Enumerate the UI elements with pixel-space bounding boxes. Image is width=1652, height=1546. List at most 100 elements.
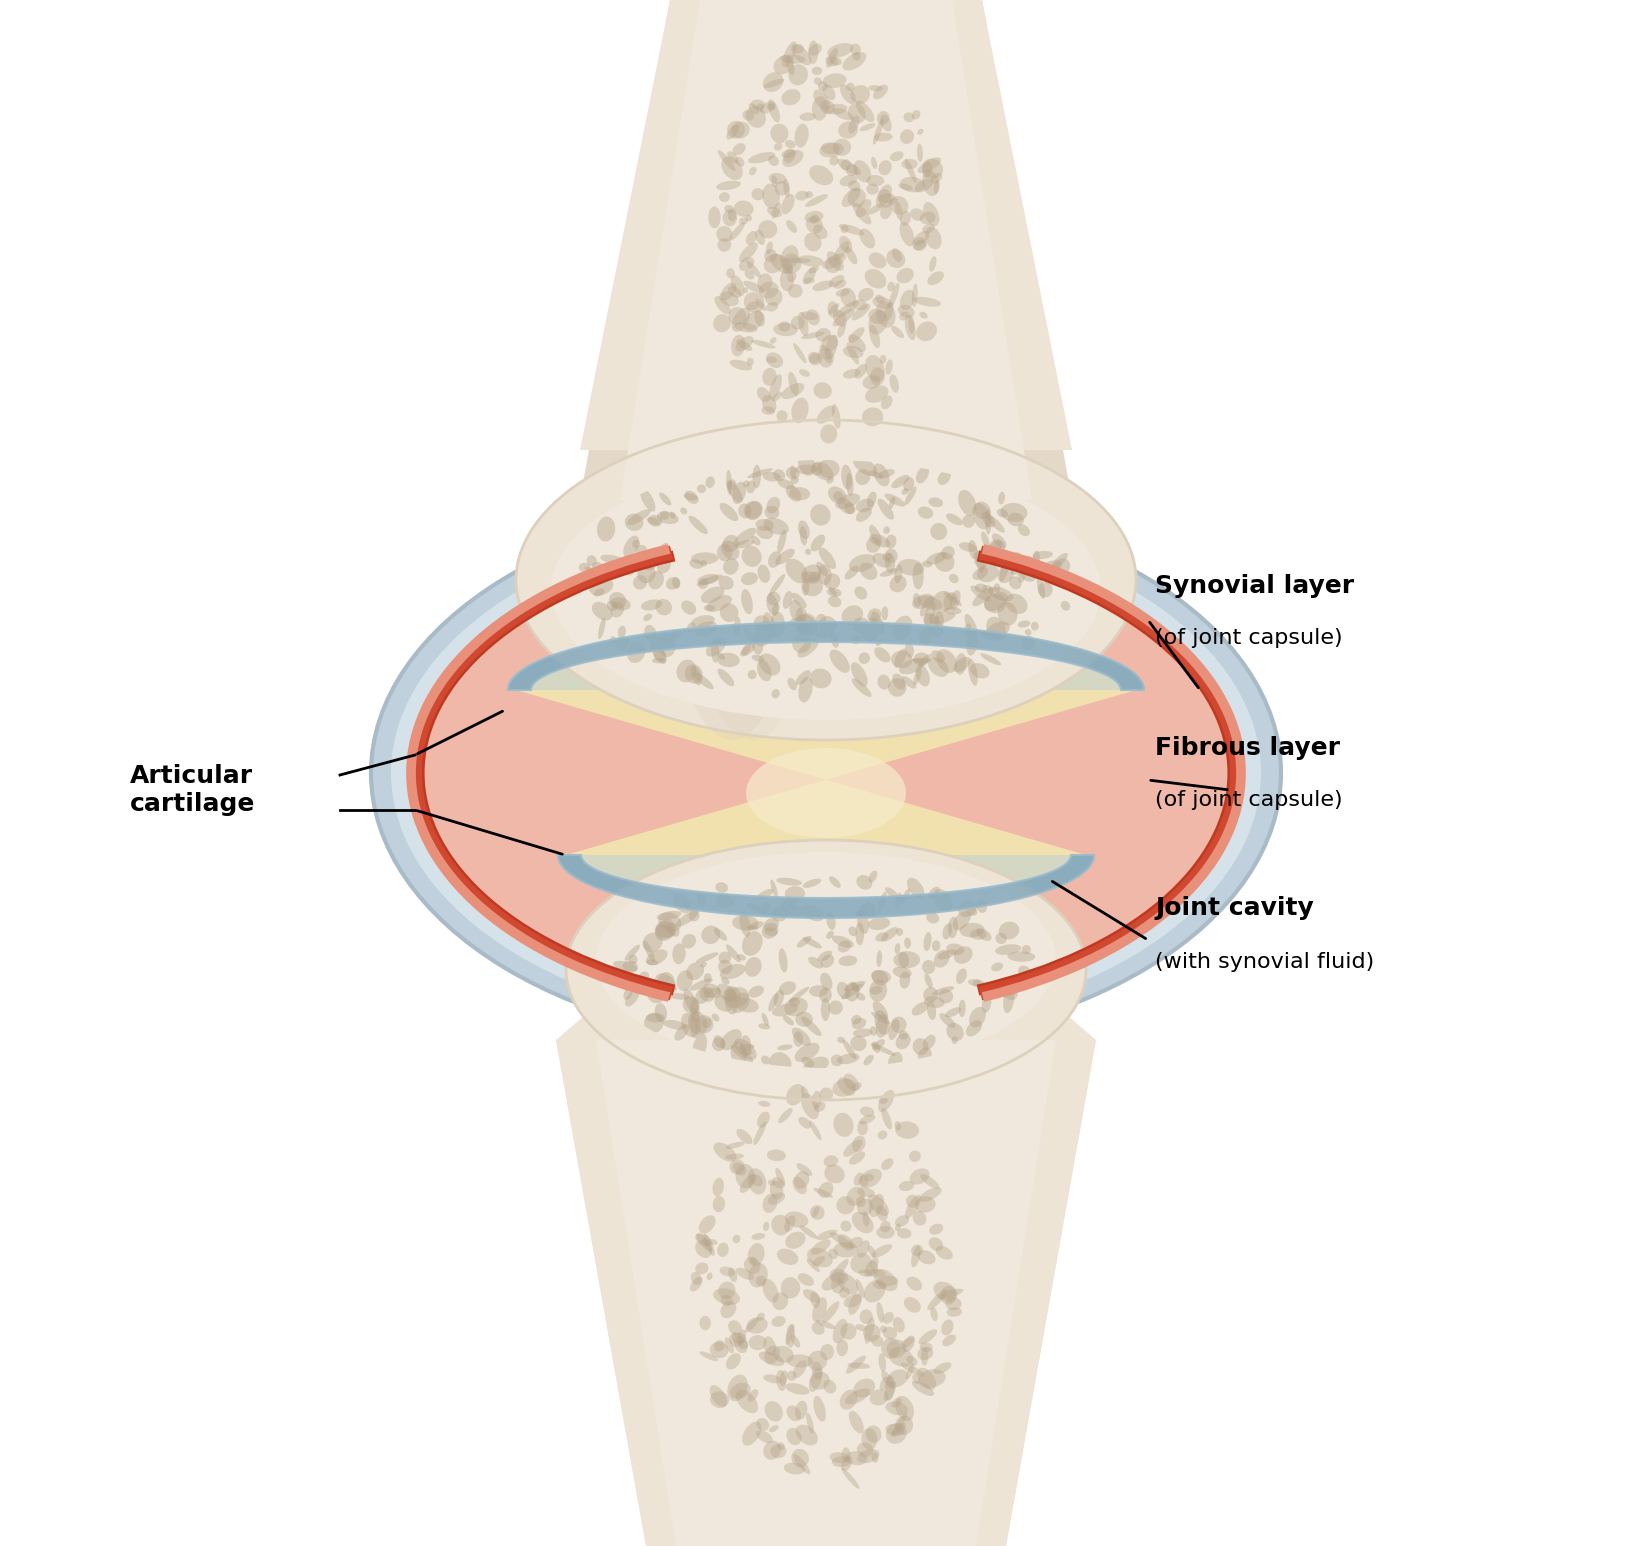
Ellipse shape: [747, 481, 755, 493]
Ellipse shape: [755, 280, 773, 289]
Ellipse shape: [755, 603, 768, 620]
Ellipse shape: [912, 657, 932, 663]
Ellipse shape: [882, 1098, 900, 1118]
Ellipse shape: [758, 564, 770, 583]
Ellipse shape: [923, 612, 943, 637]
Ellipse shape: [729, 547, 747, 564]
Ellipse shape: [849, 1411, 864, 1433]
Ellipse shape: [800, 693, 811, 705]
Ellipse shape: [793, 1455, 811, 1475]
Ellipse shape: [747, 1384, 757, 1391]
Ellipse shape: [874, 1260, 897, 1280]
Ellipse shape: [910, 507, 930, 527]
Ellipse shape: [867, 1121, 882, 1133]
Ellipse shape: [869, 470, 884, 479]
Ellipse shape: [811, 903, 821, 920]
Ellipse shape: [843, 369, 861, 379]
Ellipse shape: [813, 462, 833, 481]
Ellipse shape: [743, 501, 762, 519]
Ellipse shape: [1011, 988, 1021, 997]
Ellipse shape: [681, 1013, 699, 1037]
Ellipse shape: [733, 1218, 747, 1229]
Ellipse shape: [966, 908, 978, 915]
Ellipse shape: [914, 618, 937, 637]
Ellipse shape: [838, 1078, 856, 1096]
Ellipse shape: [808, 894, 818, 901]
Ellipse shape: [795, 566, 806, 591]
Ellipse shape: [735, 156, 745, 167]
Ellipse shape: [682, 934, 695, 949]
Ellipse shape: [857, 1198, 874, 1215]
Ellipse shape: [809, 1204, 824, 1220]
Ellipse shape: [861, 623, 879, 642]
Ellipse shape: [796, 1014, 805, 1030]
Ellipse shape: [788, 65, 808, 85]
Ellipse shape: [724, 669, 730, 677]
Ellipse shape: [874, 966, 881, 986]
Ellipse shape: [838, 404, 854, 413]
Polygon shape: [547, 499, 1105, 532]
Ellipse shape: [1051, 532, 1059, 540]
Ellipse shape: [885, 1376, 895, 1401]
Ellipse shape: [834, 1229, 846, 1241]
Ellipse shape: [879, 189, 892, 207]
Ellipse shape: [838, 498, 854, 515]
Ellipse shape: [914, 652, 928, 666]
Ellipse shape: [874, 1269, 897, 1291]
Ellipse shape: [824, 257, 841, 274]
Ellipse shape: [857, 911, 869, 934]
Ellipse shape: [727, 479, 737, 490]
Ellipse shape: [672, 577, 681, 589]
Ellipse shape: [778, 1197, 786, 1206]
Ellipse shape: [899, 1181, 914, 1190]
Ellipse shape: [1061, 541, 1080, 561]
Ellipse shape: [757, 104, 763, 111]
Ellipse shape: [923, 203, 940, 226]
Ellipse shape: [948, 900, 971, 917]
Ellipse shape: [925, 974, 933, 988]
Ellipse shape: [847, 334, 866, 352]
Ellipse shape: [854, 320, 869, 339]
Ellipse shape: [900, 1337, 914, 1348]
Ellipse shape: [803, 1337, 819, 1353]
Ellipse shape: [928, 493, 938, 515]
Ellipse shape: [882, 155, 904, 176]
Ellipse shape: [768, 203, 783, 223]
Ellipse shape: [859, 1309, 872, 1323]
Ellipse shape: [760, 267, 780, 291]
Ellipse shape: [796, 614, 818, 637]
Ellipse shape: [798, 895, 813, 917]
Ellipse shape: [775, 181, 790, 196]
Ellipse shape: [798, 677, 813, 702]
Ellipse shape: [636, 498, 649, 513]
Ellipse shape: [771, 1177, 785, 1189]
Ellipse shape: [938, 989, 953, 1003]
Ellipse shape: [943, 1269, 957, 1288]
Ellipse shape: [904, 898, 919, 914]
Ellipse shape: [786, 1411, 803, 1432]
Ellipse shape: [881, 1325, 887, 1333]
Ellipse shape: [852, 456, 877, 476]
Ellipse shape: [733, 527, 757, 546]
Ellipse shape: [846, 247, 857, 264]
Ellipse shape: [852, 203, 871, 224]
Ellipse shape: [750, 237, 760, 250]
Ellipse shape: [786, 1433, 795, 1439]
Ellipse shape: [899, 642, 915, 662]
Ellipse shape: [881, 1421, 897, 1435]
Ellipse shape: [762, 1013, 768, 1027]
Ellipse shape: [813, 532, 829, 549]
Ellipse shape: [606, 549, 624, 570]
Ellipse shape: [876, 935, 887, 948]
Ellipse shape: [786, 267, 798, 291]
Ellipse shape: [876, 1226, 895, 1238]
Ellipse shape: [826, 419, 833, 425]
Ellipse shape: [793, 343, 806, 363]
Ellipse shape: [801, 311, 818, 320]
Ellipse shape: [712, 1037, 725, 1051]
Ellipse shape: [841, 915, 856, 931]
Ellipse shape: [904, 1398, 922, 1416]
Ellipse shape: [748, 94, 760, 105]
Ellipse shape: [963, 1008, 981, 1027]
Ellipse shape: [760, 621, 771, 634]
